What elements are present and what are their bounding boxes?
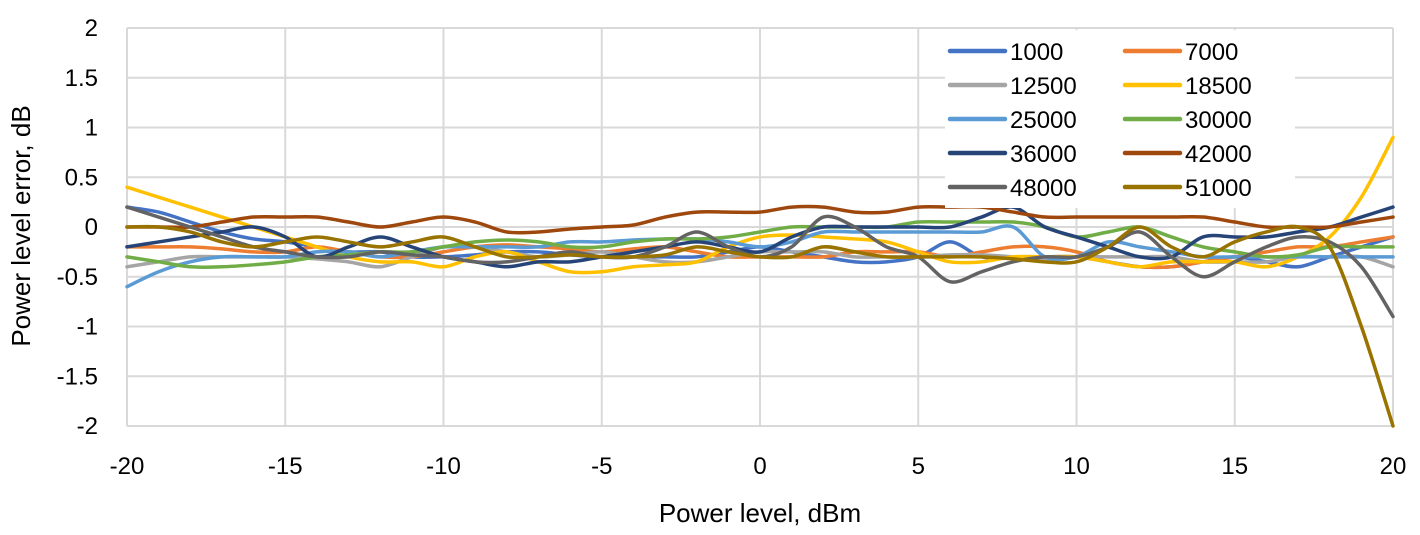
legend-label-18500: 18500	[1185, 73, 1252, 100]
legend-label-7000: 7000	[1185, 39, 1238, 66]
y-tick-label: 1	[85, 115, 98, 142]
legend-label-30000: 30000	[1185, 107, 1252, 134]
x-tick-label: -10	[426, 453, 461, 480]
y-tick-label: -2	[77, 413, 98, 440]
legend-label-36000: 36000	[1010, 141, 1077, 168]
y-tick-label: 0	[85, 214, 98, 241]
series-line-30000	[125, 219, 1395, 269]
legend: 1000 7000 12500 18500 25000 30000 36000 42000 48…	[947, 39, 1252, 202]
y-tick-label: -0.5	[57, 264, 98, 291]
series-line-51000	[125, 224, 1395, 428]
y-tick-label: -1	[77, 314, 98, 341]
x-tick-label: 15	[1221, 453, 1248, 480]
series-lines	[125, 135, 1395, 428]
y-axis-tick-labels: 2 1.5 1 0.5 0 -0.5 -1 -1.5 -2	[57, 15, 98, 440]
y-tick-label: 1.5	[65, 65, 98, 92]
y-axis-title: Power level error, dB	[6, 105, 36, 346]
series-line-42000	[125, 204, 1395, 235]
x-tick-label: -15	[268, 453, 303, 480]
y-tick-label: -1.5	[57, 363, 98, 390]
legend-label-51000: 51000	[1185, 175, 1252, 202]
legend-label-25000: 25000	[1010, 107, 1077, 134]
x-axis-tick-labels: -20 -15 -10 -5 0 5 10 15 20	[110, 453, 1407, 480]
x-tick-label: -5	[591, 453, 612, 480]
y-tick-label: 2	[85, 15, 98, 42]
x-tick-label: -20	[110, 453, 145, 480]
x-tick-label: 5	[912, 453, 925, 480]
x-tick-label: 20	[1380, 453, 1407, 480]
x-axis-title: Power level, dBm	[659, 498, 861, 528]
legend-label-42000: 42000	[1185, 141, 1252, 168]
legend-label-48000: 48000	[1010, 175, 1077, 202]
legend-label-12500: 12500	[1010, 73, 1077, 100]
x-tick-label: 0	[753, 453, 766, 480]
x-tick-label: 10	[1063, 453, 1090, 480]
y-tick-label: 0.5	[65, 164, 98, 191]
legend-label-1000: 1000	[1010, 39, 1063, 66]
